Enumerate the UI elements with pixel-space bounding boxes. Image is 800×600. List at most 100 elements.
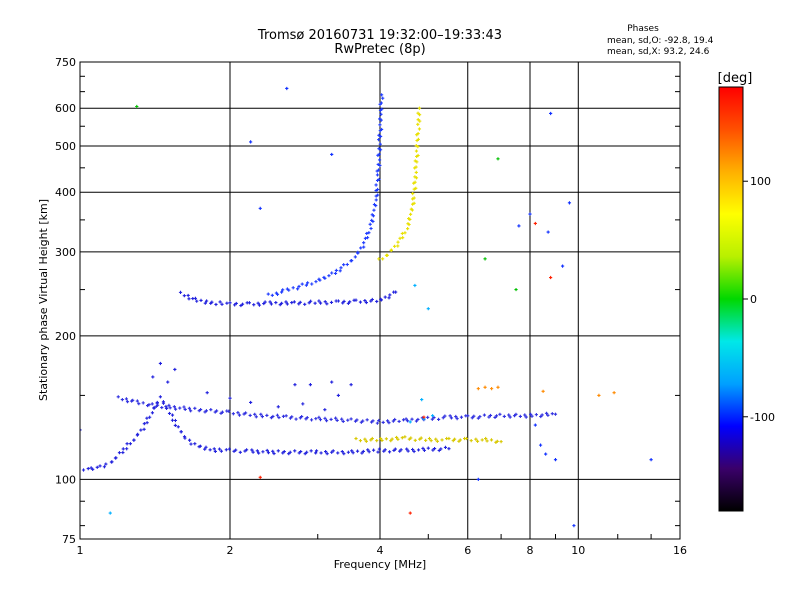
echo-point: [182, 405, 186, 409]
echo-point: [546, 413, 550, 417]
echo-point: [394, 290, 398, 294]
echo-point: [317, 415, 321, 419]
echo-point: [104, 462, 108, 466]
echo-point: [377, 133, 381, 137]
echo-point: [390, 437, 394, 441]
echo-point: [528, 212, 532, 216]
echo-point: [413, 175, 417, 179]
echo-point: [544, 411, 549, 415]
echo-point: [331, 449, 335, 453]
y-tick-label: 400: [55, 186, 76, 199]
echo-point: [199, 298, 203, 302]
echo-point: [187, 438, 192, 442]
y-tick-label: 500: [55, 140, 76, 153]
echo-point: [330, 271, 334, 275]
echo-point: [372, 202, 377, 207]
echo-point: [420, 397, 424, 402]
echo-point: [361, 419, 365, 423]
echo-point: [379, 436, 383, 441]
echo-point: [102, 465, 107, 469]
echo-point: [318, 278, 322, 282]
echo-point: [443, 445, 448, 450]
echo-point: [396, 244, 400, 248]
echo-point: [367, 450, 371, 454]
echo-point: [412, 201, 416, 205]
echo-point: [377, 177, 381, 182]
echo-point: [258, 475, 262, 479]
echo-point: [173, 407, 178, 411]
echo-point: [392, 244, 397, 248]
stats-x-line: mean, sd,X: 93.2, 24.6: [607, 47, 710, 57]
echo-point: [295, 287, 300, 291]
echo-point: [340, 449, 344, 454]
echo-point: [125, 400, 130, 404]
echo-point: [266, 292, 270, 296]
echo-point: [452, 437, 457, 441]
echo-point: [135, 104, 139, 109]
echo-point: [397, 419, 401, 424]
echo-point: [414, 149, 419, 153]
echo-point: [498, 412, 502, 416]
echo-point: [430, 414, 435, 418]
x-tick-label: 1: [77, 544, 84, 557]
echo-point: [142, 422, 146, 426]
echo-point: [381, 257, 385, 261]
echo-point: [413, 283, 417, 288]
echo-point: [495, 439, 499, 443]
echo-point: [314, 451, 318, 455]
echo-point: [198, 444, 203, 448]
echo-point: [533, 221, 537, 226]
echo-point: [538, 443, 543, 447]
echo-point: [417, 127, 422, 131]
echo-point: [265, 448, 269, 453]
echo-point: [378, 163, 382, 168]
echo-point: [166, 380, 170, 384]
echo-point: [120, 397, 124, 402]
echo-point: [342, 263, 346, 267]
echo-point: [233, 303, 237, 307]
echo-point: [517, 224, 521, 228]
echo-point: [261, 450, 265, 454]
echo-point: [314, 449, 319, 453]
echo-point: [389, 248, 393, 252]
echo-point: [370, 297, 374, 302]
echo-point: [155, 403, 160, 407]
echo-point: [271, 414, 275, 419]
colorbar-tick-label: -100: [750, 411, 775, 424]
echo-point: [240, 302, 245, 306]
echo-point: [380, 93, 384, 97]
echo-point: [309, 449, 313, 453]
echo-point: [366, 448, 370, 452]
echo-point: [377, 418, 381, 423]
echo-point: [276, 405, 280, 409]
echo-point: [150, 411, 155, 415]
echo-point: [385, 419, 390, 423]
echo-point: [303, 302, 307, 306]
echo-point: [116, 395, 120, 399]
echo-point: [560, 264, 565, 268]
echo-point: [370, 218, 374, 222]
echo-point: [612, 391, 616, 395]
echo-point: [282, 449, 286, 454]
echo-point: [189, 442, 193, 446]
echo-point: [403, 231, 407, 235]
echo-point: [437, 448, 441, 453]
echo-point: [314, 280, 318, 284]
echo-point: [400, 436, 404, 440]
echo-point: [318, 418, 323, 422]
echo-point: [346, 450, 350, 454]
echo-point: [421, 446, 425, 451]
echo-point: [189, 409, 193, 413]
echo-point: [300, 282, 304, 286]
echo-point: [406, 222, 410, 226]
echo-point: [265, 413, 269, 417]
echo-point: [284, 414, 288, 418]
echo-point: [379, 101, 384, 105]
echo-point: [378, 142, 382, 146]
echo-point: [193, 296, 198, 300]
echo-point: [259, 412, 263, 416]
y-tick-label: 300: [55, 246, 76, 259]
echo-point: [178, 290, 183, 294]
echo-point: [110, 460, 114, 464]
